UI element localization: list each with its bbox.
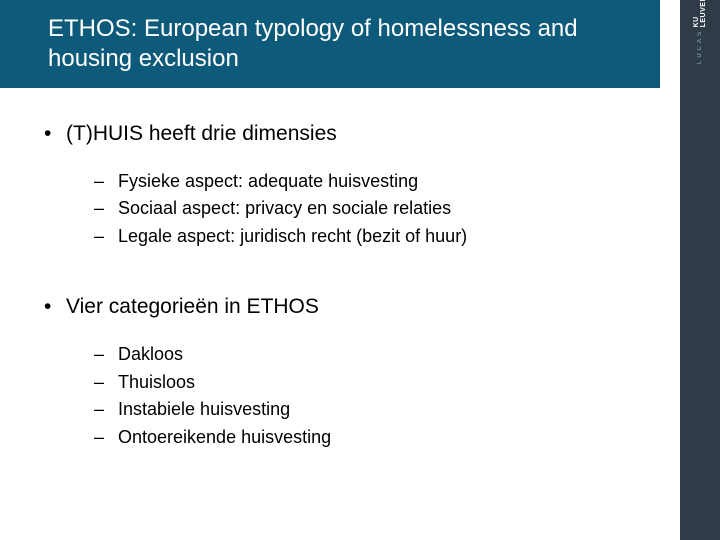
bullet-item: Vier categorieën in ETHOS Dakloos Thuisl…: [40, 291, 680, 452]
slide-title: ETHOS: European typology of homelessness…: [48, 14, 640, 74]
slide-content: (T)HUIS heeft drie dimensies Fysieke asp…: [0, 88, 720, 452]
sub-bullet-item: Legale aspect: juridisch recht (bezit of…: [94, 223, 680, 251]
sub-bullet-item: Instabiele huisvesting: [94, 396, 680, 424]
sub-bullet-list: Fysieke aspect: adequate huisvesting Soc…: [94, 168, 680, 252]
header-bar: ETHOS: European typology of homelessness…: [0, 0, 660, 88]
logo: KU LEUVEN LUCAS: [685, 8, 715, 52]
brand-sidebar: KU LEUVEN LUCAS: [680, 0, 720, 540]
logo-primary-text: KU LEUVEN: [693, 0, 707, 27]
sub-bullet-item: Thuisloos: [94, 369, 680, 397]
bullet-list: Vier categorieën in ETHOS Dakloos Thuisl…: [40, 291, 680, 452]
bullet-text: (T)HUIS heeft drie dimensies: [66, 122, 337, 145]
sub-bullet-list: Dakloos Thuisloos Instabiele huisvesting…: [94, 341, 680, 453]
bullet-item: (T)HUIS heeft drie dimensies Fysieke asp…: [40, 118, 680, 251]
sub-bullet-item: Ontoereikende huisvesting: [94, 424, 680, 452]
sub-bullet-item: Sociaal aspect: privacy en sociale relat…: [94, 195, 680, 223]
logo-secondary-text: LUCAS: [697, 29, 703, 64]
bullet-text: Vier categorieën in ETHOS: [66, 295, 319, 318]
spacer: [40, 273, 680, 291]
sub-bullet-item: Dakloos: [94, 341, 680, 369]
sub-bullet-item: Fysieke aspect: adequate huisvesting: [94, 168, 680, 196]
bullet-list: (T)HUIS heeft drie dimensies Fysieke asp…: [40, 118, 680, 251]
